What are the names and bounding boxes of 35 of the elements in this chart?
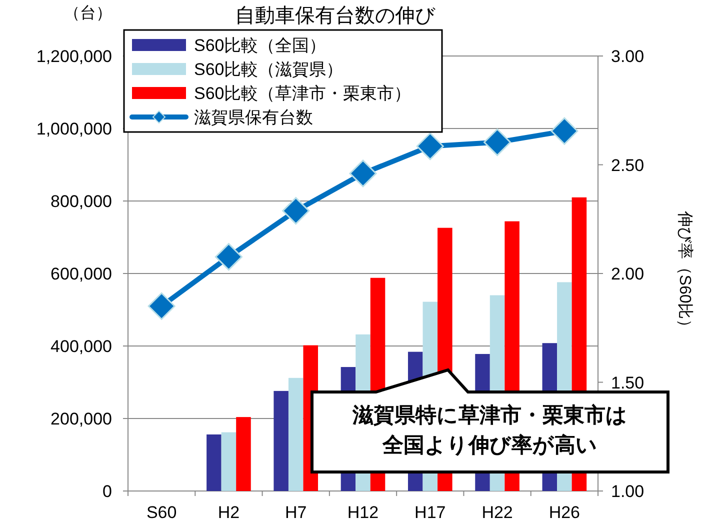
point: [550, 117, 578, 145]
legend-label: S60比較（草津市・栗東市）: [194, 84, 412, 103]
y2-axis-title: 伸び率（S60比）: [676, 210, 694, 336]
x-tick-label: H17: [414, 503, 446, 522]
title: 自動車保有台数の伸び: [235, 5, 435, 27]
x-tick-label: H26: [548, 503, 580, 522]
y-axis-title: （台）: [64, 4, 112, 22]
legend-label: S60比較（全国）: [194, 36, 326, 55]
y2-tick-label: 2.00: [611, 264, 644, 284]
point: [484, 128, 512, 156]
y-tick-label: 800,000: [50, 192, 112, 211]
legend-label: 滋賀県保有台数: [194, 108, 313, 127]
point: [148, 292, 176, 320]
point: [349, 160, 377, 188]
point: [416, 132, 444, 160]
x-tick-label: H7: [284, 503, 307, 522]
y-tick-label: 1,200,000: [36, 47, 112, 66]
legend-label: S60比較（滋賀県）: [194, 60, 344, 79]
x-tick-label: S60: [146, 503, 177, 522]
y-tick-label: 200,000: [50, 410, 112, 428]
annotation: 滋賀県特に草津市・栗東市は: [352, 403, 628, 427]
x-tick-label: H22: [482, 503, 513, 522]
point: [214, 243, 242, 271]
x-tick-label: H2: [218, 503, 240, 522]
y-tick-label: 1,000,000: [36, 120, 112, 138]
y2-tick-label: 1.50: [611, 373, 644, 392]
point: [282, 197, 310, 225]
y-tick-label: 600,000: [50, 264, 112, 284]
y-tick-label: 400,000: [50, 337, 112, 356]
annotation: 全国より伸び率が高い: [382, 433, 598, 457]
y2-tick-label: 1.00: [611, 482, 644, 501]
y2-tick-label: 2.50: [611, 156, 644, 175]
y2-tick-label: 3.00: [611, 47, 644, 66]
x-tick-label: H12: [347, 503, 379, 522]
y-tick-label: 0: [102, 482, 112, 501]
